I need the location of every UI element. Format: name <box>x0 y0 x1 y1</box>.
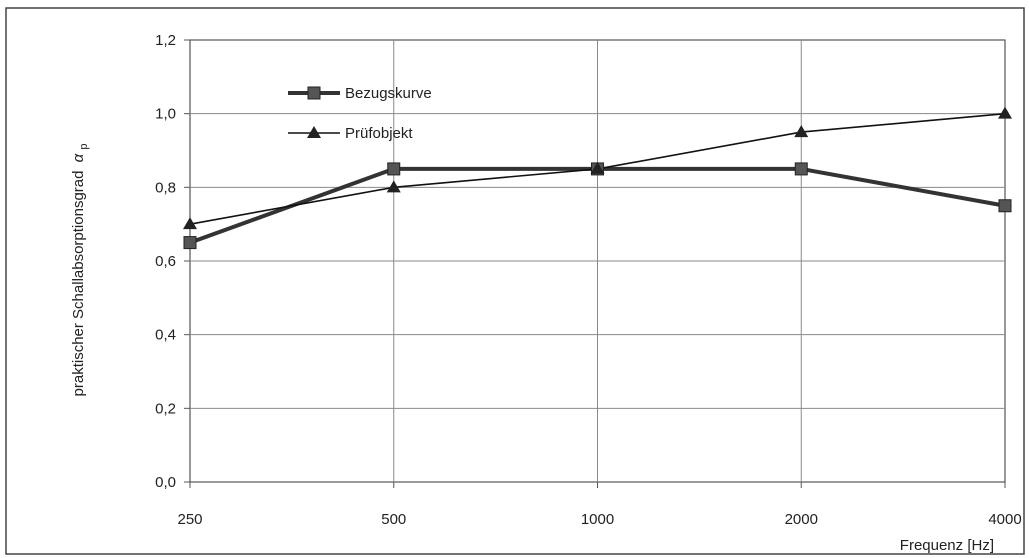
point-pruefobjekt <box>998 106 1012 119</box>
x-tick-label: 2000 <box>785 511 818 528</box>
x-tick-labels: 250 500 1000 2000 4000 <box>177 511 1021 528</box>
point-bezugskurve <box>183 236 197 250</box>
y-axis-title-subscript: p <box>78 144 90 150</box>
y-tick-label: 1,2 <box>155 32 176 49</box>
y-axis-title-text: praktischer Schallabsorptionsgrad <box>70 171 87 397</box>
point-pruefobjekt <box>183 217 197 230</box>
y-tick-labels: 0,0 0,2 0,4 0,6 0,8 1,0 1,2 <box>155 32 176 491</box>
point-pruefobjekt <box>794 125 809 138</box>
x-tick-label: 250 <box>177 511 202 528</box>
legend: Bezugskurve Prüfobjekt <box>288 85 432 142</box>
y-tick-label: 0,4 <box>155 327 176 344</box>
point-bezugskurve <box>998 199 1012 213</box>
y-tick-label: 0,2 <box>155 400 176 417</box>
y-tick-label: 0,8 <box>155 179 176 196</box>
legend-marker-pruefobjekt <box>307 126 321 138</box>
y-axis-title-symbol: α <box>70 153 87 162</box>
legend-label-bezugskurve: Bezugskurve <box>345 85 432 102</box>
x-tick-label: 500 <box>381 511 406 528</box>
x-axis-title: Frequenz [Hz] <box>900 537 994 554</box>
legend-marker-bezugskurve <box>307 86 321 100</box>
legend-label-pruefobjekt: Prüfobjekt <box>345 125 413 142</box>
y-axis-title: praktischer Schallabsorptionsgrad α p <box>70 144 90 397</box>
y-tick-label: 0,6 <box>155 253 176 270</box>
point-bezugskurve <box>794 162 808 176</box>
point-pruefobjekt <box>386 180 401 193</box>
x-tick-label: 1000 <box>581 511 614 528</box>
point-bezugskurve <box>387 162 401 176</box>
y-tick-label: 0,0 <box>155 474 176 491</box>
x-tick-label: 4000 <box>988 511 1021 528</box>
grid-lines <box>184 39 1006 488</box>
y-tick-label: 1,0 <box>155 106 176 123</box>
series-markers <box>183 106 1012 250</box>
point-pruefobjekt <box>590 161 605 174</box>
